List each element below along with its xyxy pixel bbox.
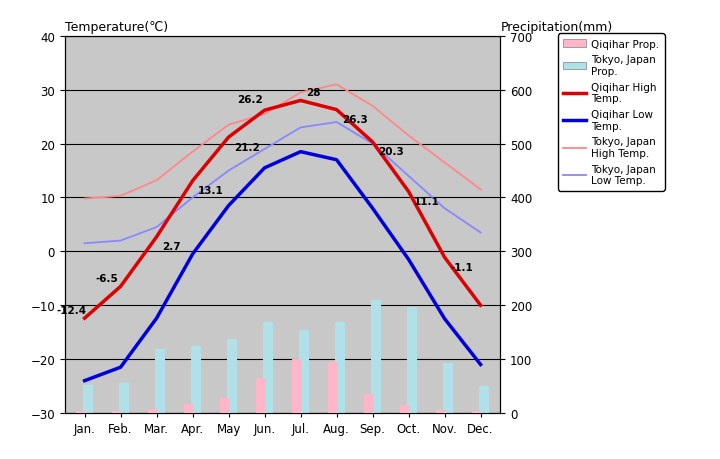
Bar bbox=[292, 359, 302, 413]
Bar bbox=[328, 362, 338, 413]
Text: 21.2: 21.2 bbox=[234, 142, 260, 152]
Bar bbox=[335, 323, 345, 413]
Text: 26.3: 26.3 bbox=[342, 115, 368, 125]
Bar bbox=[148, 409, 158, 413]
Bar bbox=[191, 346, 201, 413]
Bar bbox=[479, 386, 489, 413]
Bar bbox=[407, 307, 417, 413]
Bar bbox=[263, 323, 273, 413]
Bar bbox=[83, 385, 93, 413]
Legend: Qiqihar Prop., Tokyo, Japan
Prop., Qiqihar High
Temp., Qiqihar Low
Temp., Tokyo,: Qiqihar Prop., Tokyo, Japan Prop., Qiqih… bbox=[558, 34, 665, 191]
Text: 28: 28 bbox=[306, 88, 320, 98]
Text: 20.3: 20.3 bbox=[378, 147, 404, 157]
Bar bbox=[184, 404, 194, 413]
Bar bbox=[76, 411, 86, 413]
Text: 13.1: 13.1 bbox=[198, 186, 224, 196]
Bar bbox=[443, 363, 453, 413]
Bar bbox=[472, 411, 482, 413]
Bar bbox=[112, 411, 122, 413]
Bar bbox=[371, 300, 381, 413]
Text: Precipitation(mm): Precipitation(mm) bbox=[500, 21, 613, 34]
Text: 2.7: 2.7 bbox=[162, 242, 181, 252]
Bar bbox=[220, 398, 230, 413]
Text: -6.5: -6.5 bbox=[96, 273, 118, 283]
Bar bbox=[364, 394, 374, 413]
Text: 11.1: 11.1 bbox=[414, 196, 440, 207]
Text: -12.4: -12.4 bbox=[57, 305, 87, 315]
Bar bbox=[400, 405, 410, 413]
Bar bbox=[119, 383, 129, 413]
Text: -1.1: -1.1 bbox=[450, 262, 473, 272]
Text: Temperature(℃): Temperature(℃) bbox=[65, 21, 168, 34]
Text: 26.2: 26.2 bbox=[237, 95, 263, 105]
Bar bbox=[299, 330, 309, 413]
Bar bbox=[256, 378, 266, 413]
Bar bbox=[155, 350, 165, 413]
Bar bbox=[227, 339, 237, 413]
Bar bbox=[436, 410, 446, 413]
